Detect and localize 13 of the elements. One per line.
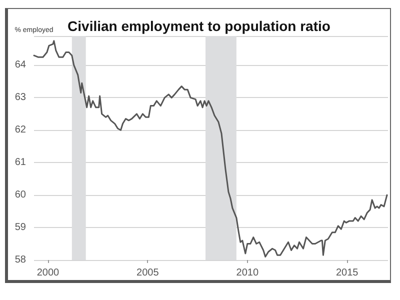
x-tick-label: 2015 bbox=[336, 268, 359, 278]
y-tick-label: 64 bbox=[14, 60, 26, 71]
y-tick-label: 60 bbox=[14, 190, 26, 201]
y-tick-label: 62 bbox=[14, 124, 26, 136]
x-tick-label: 2000 bbox=[36, 268, 60, 278]
y-tick-label: 59 bbox=[14, 222, 26, 234]
y-tick-label: 58 bbox=[14, 254, 26, 266]
line-series bbox=[33, 40, 388, 258]
chart-title: Civilian employment to population ratio bbox=[68, 18, 330, 34]
x-tick-label: 2005 bbox=[136, 268, 160, 278]
y-tick-label: 61 bbox=[14, 157, 26, 168]
x-tick-label: 2010 bbox=[236, 268, 259, 278]
y-tick-label: 63 bbox=[14, 92, 26, 104]
